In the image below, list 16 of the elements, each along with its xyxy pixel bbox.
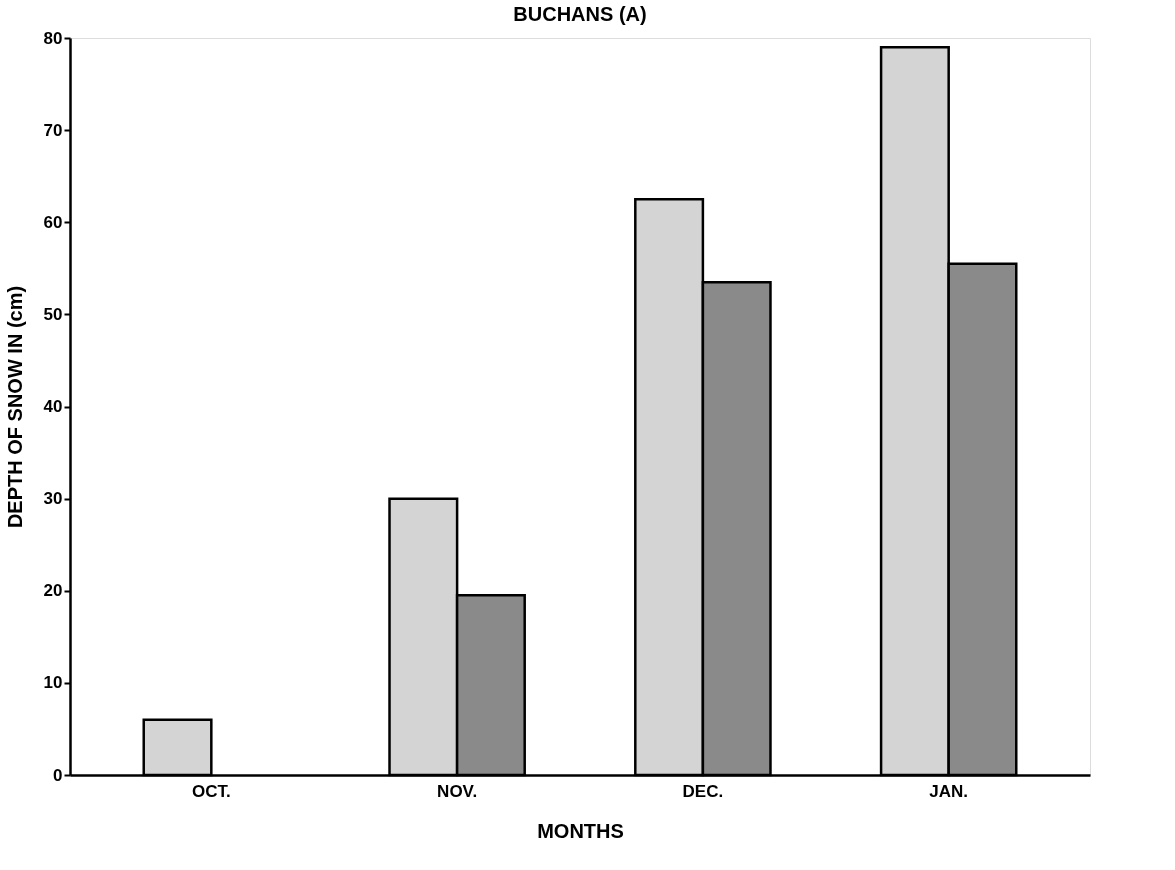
y-tick-label: 20 bbox=[43, 581, 63, 601]
x-tick-label: OCT. bbox=[191, 781, 231, 801]
y-tick-label: 60 bbox=[43, 212, 63, 232]
y-tick-label: 80 bbox=[43, 28, 63, 48]
y-tick-label: 0 bbox=[53, 765, 63, 785]
y-tick-label: 50 bbox=[43, 304, 63, 324]
y-tick-label: 10 bbox=[43, 673, 63, 693]
x-tick-label: NOV. bbox=[437, 781, 478, 801]
y-tick-label: 70 bbox=[43, 120, 63, 140]
y-tick-label: 40 bbox=[43, 397, 63, 416]
x-axis-title: MONTHS bbox=[537, 819, 624, 842]
x-tick-label: DEC. bbox=[682, 781, 724, 801]
chart-title: BUCHANS (A) bbox=[513, 3, 647, 25]
y-axis-title: DEPTH OF SNOW IN (cm) bbox=[3, 285, 26, 529]
x-tick-label: JAN. bbox=[929, 781, 969, 801]
y-tick-label: 30 bbox=[43, 489, 63, 509]
